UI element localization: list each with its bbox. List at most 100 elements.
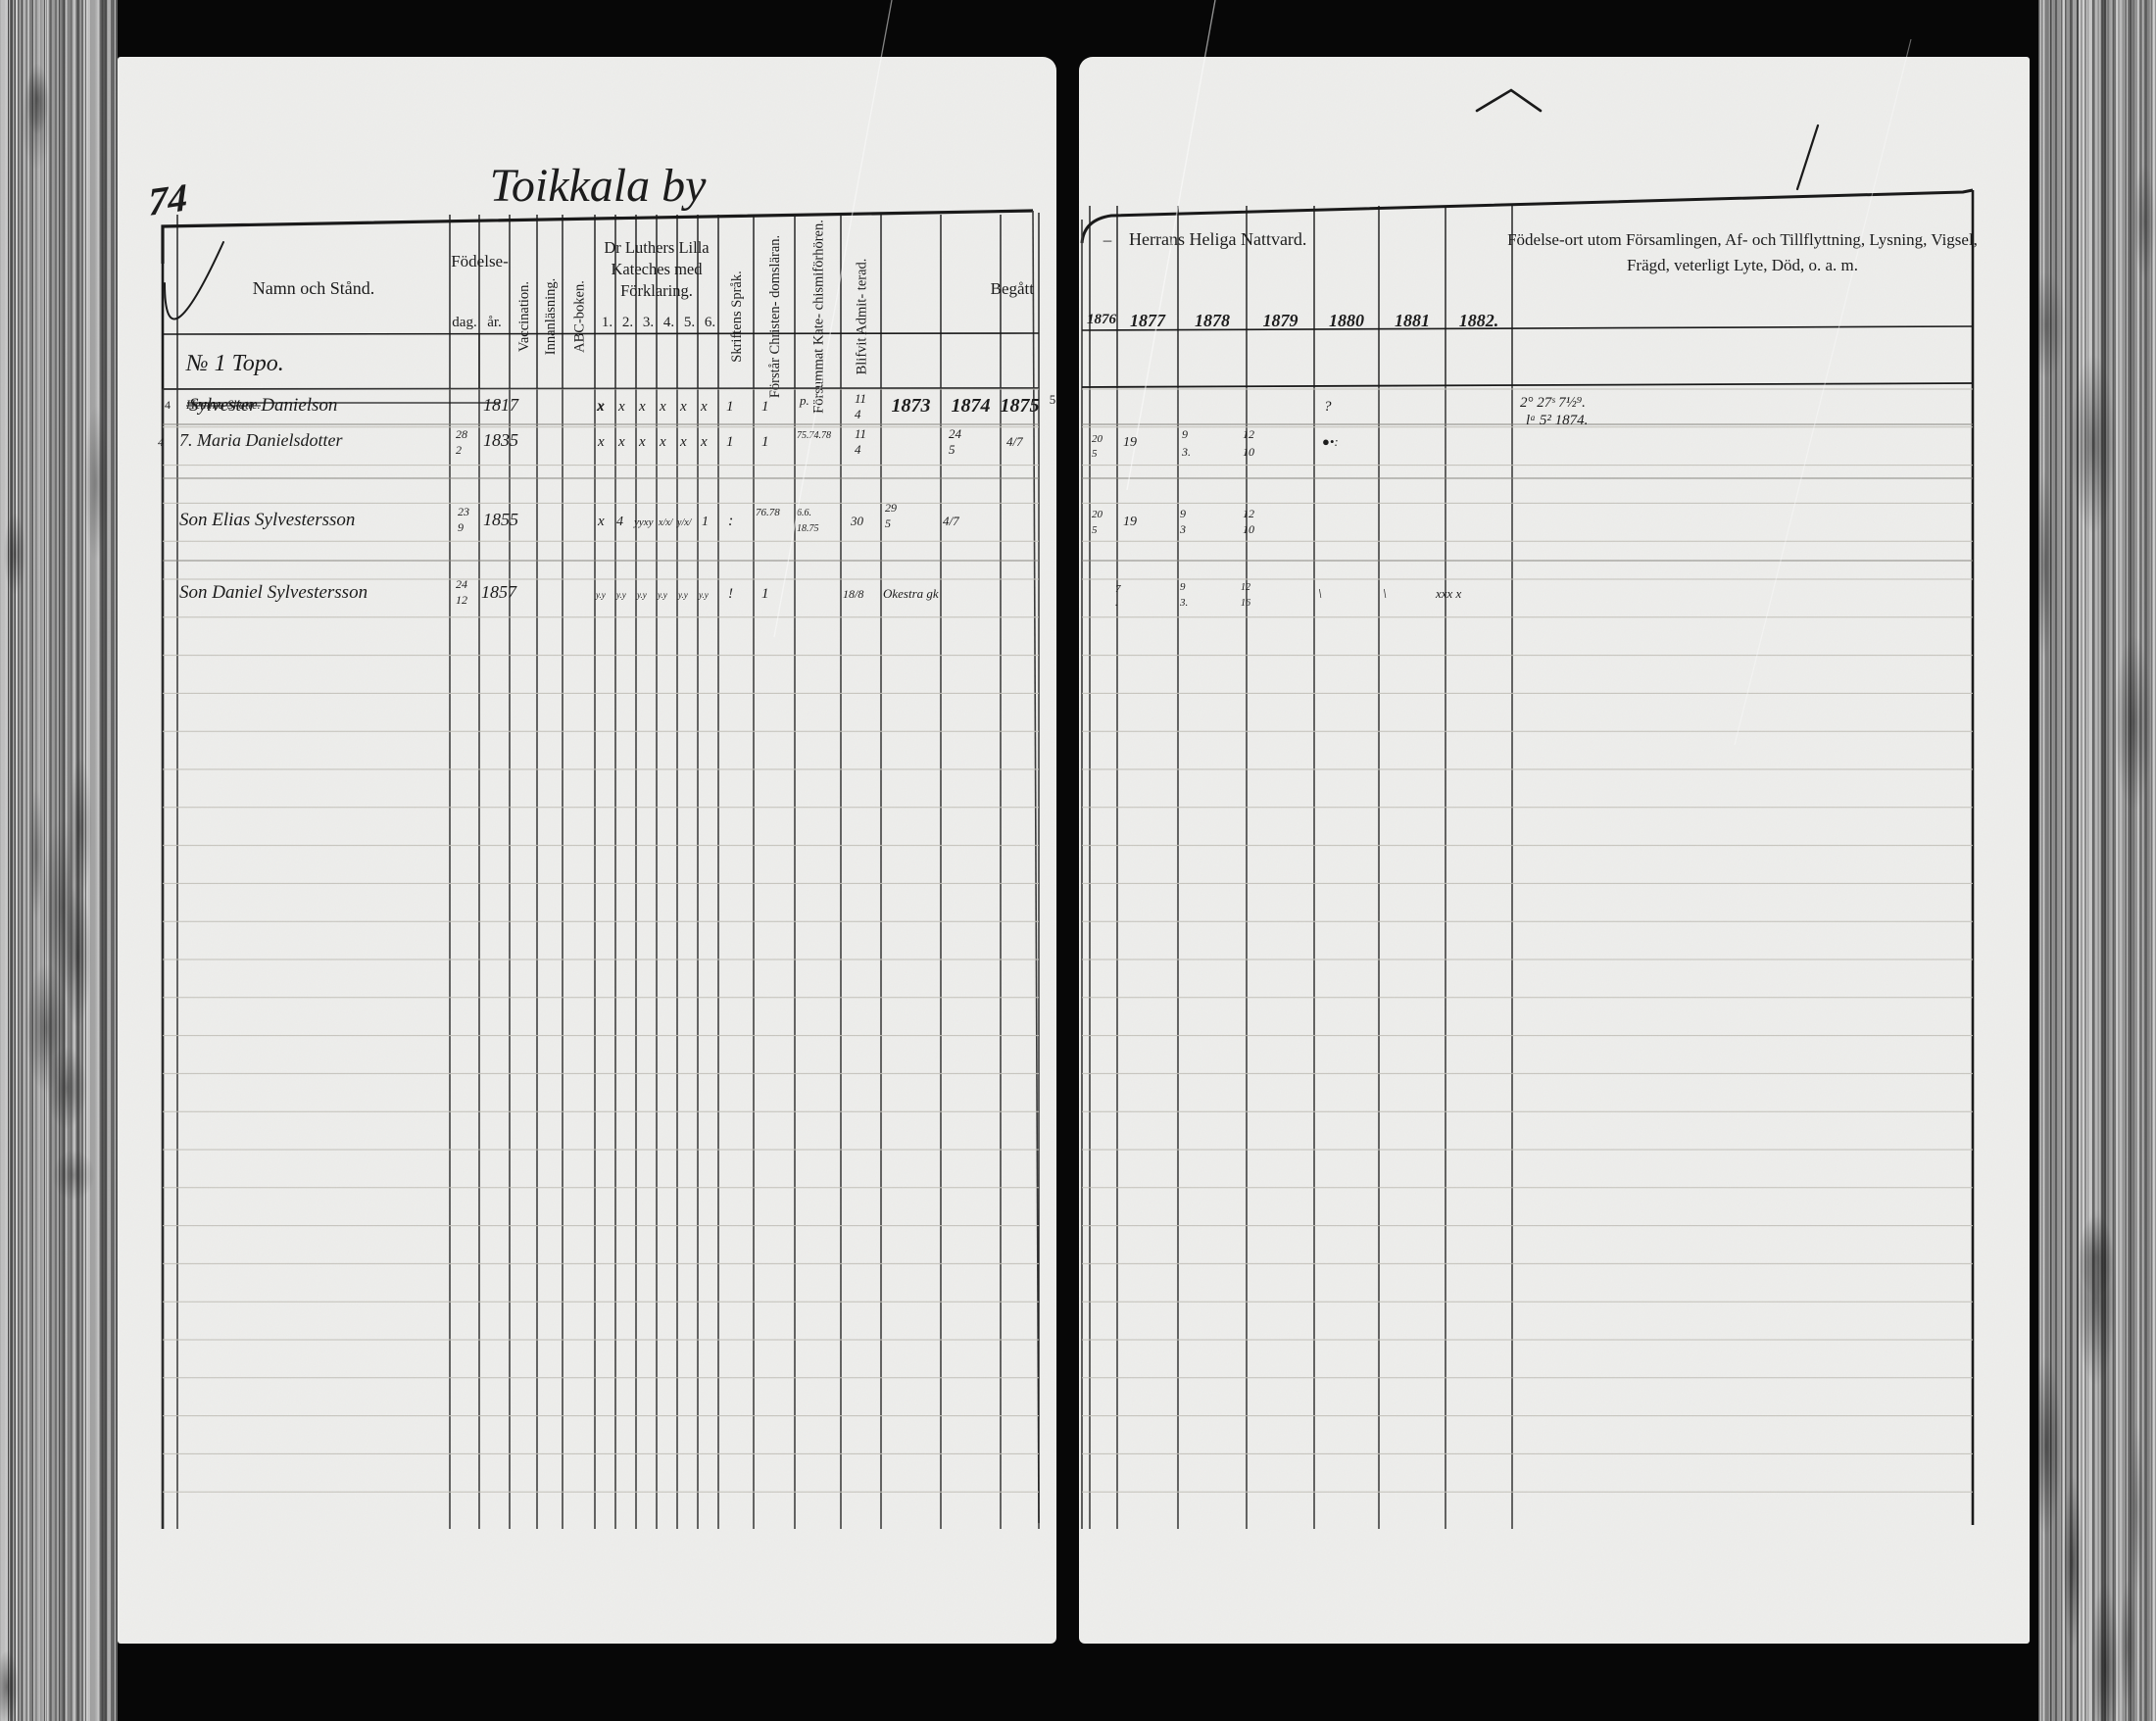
svg-text:x: x xyxy=(617,399,625,415)
svg-text:1: 1 xyxy=(761,399,769,415)
svg-text:74: 74 xyxy=(148,174,188,224)
svg-text:?: ? xyxy=(1324,399,1332,415)
svg-text:y/x/: y/x/ xyxy=(676,517,693,528)
svg-text:Son Elias Sylvestersson: Son Elias Sylvestersson xyxy=(179,510,355,530)
svg-text:29: 29 xyxy=(885,501,897,515)
svg-text:x: x xyxy=(638,399,646,415)
svg-text:Födelse-: Födelse- xyxy=(451,252,509,270)
svg-text:\: \ xyxy=(1318,587,1322,602)
svg-text:p.: p. xyxy=(799,393,809,408)
svg-text:ABC-boken.: ABC-boken. xyxy=(572,280,588,353)
svg-text:dag.: dag. xyxy=(452,315,476,330)
svg-text:.: . xyxy=(1115,597,1118,609)
svg-text:11: 11 xyxy=(855,391,866,406)
svg-text:Frägd, veterligt Lyte, Död, o.: Frägd, veterligt Lyte, Död, o. a. m. xyxy=(1627,256,1858,274)
svg-text:28: 28 xyxy=(456,427,467,441)
svg-text:1880: 1880 xyxy=(1329,311,1364,330)
svg-text:9: 9 xyxy=(1180,507,1186,520)
svg-text:1882.: 1882. xyxy=(1459,311,1499,330)
svg-text:x: x xyxy=(679,434,687,450)
svg-text:5: 5 xyxy=(1092,448,1098,460)
svg-text:y.y: y.y xyxy=(636,590,647,600)
svg-text:x/x/: x/x/ xyxy=(658,517,674,528)
svg-text:1881: 1881 xyxy=(1395,311,1430,330)
svg-text:1857: 1857 xyxy=(481,582,517,602)
svg-text:x: x xyxy=(700,399,708,415)
svg-text:Försummat Kate- chismiförhören: Försummat Kate- chismiförhören. xyxy=(811,220,827,414)
svg-text:24: 24 xyxy=(949,426,962,441)
svg-text:19: 19 xyxy=(1123,515,1137,529)
svg-text:1873: 1873 xyxy=(892,395,931,417)
svg-text:y.y: y.y xyxy=(657,590,667,600)
svg-text:y.y: y.y xyxy=(698,590,709,600)
svg-text:4/7: 4/7 xyxy=(943,514,959,528)
svg-text:x: x xyxy=(597,399,605,415)
svg-text:4/7: 4/7 xyxy=(1006,434,1023,449)
svg-text:x: x xyxy=(597,434,605,450)
svg-text:4: 4 xyxy=(855,407,861,421)
svg-text:1855: 1855 xyxy=(483,510,518,529)
svg-text:Herrans Heliga Nattvard.: Herrans Heliga Nattvard. xyxy=(1129,229,1306,249)
svg-text:Skriftens Språk.: Skriftens Språk. xyxy=(729,270,745,362)
svg-text:1877: 1877 xyxy=(1130,311,1166,330)
svg-text:1878: 1878 xyxy=(1195,311,1230,330)
svg-text:4: 4 xyxy=(165,398,171,412)
svg-text:Förklaring.: Förklaring. xyxy=(620,281,693,300)
svg-text:x: x xyxy=(700,434,708,450)
svg-text:12: 12 xyxy=(1243,507,1254,520)
svg-text:9: 9 xyxy=(458,520,464,534)
svg-text:Födelse-ort utom Församlingen,: Födelse-ort utom Församlingen, Af- och T… xyxy=(1507,230,1978,249)
svg-text:2: 2 xyxy=(456,443,462,457)
svg-text:xxx x: xxx x xyxy=(1435,586,1462,601)
svg-text:●•:: ●•: xyxy=(1322,434,1339,449)
svg-text:6.6.: 6.6. xyxy=(797,508,811,518)
svg-text:76.78: 76.78 xyxy=(756,507,780,518)
svg-text:9: 9 xyxy=(1182,427,1188,441)
svg-text:1: 1 xyxy=(726,434,734,450)
svg-text:x: x xyxy=(659,434,666,450)
svg-text:Innanläsning.: Innanläsning. xyxy=(543,278,559,356)
svg-text:x: x xyxy=(617,434,625,450)
svg-text:1: 1 xyxy=(726,399,734,415)
svg-text:1835: 1835 xyxy=(483,430,518,450)
svg-text:Förstår Christen- domsläran.: Förstår Christen- domsläran. xyxy=(767,235,783,398)
svg-text:Namn och Stånd.: Namn och Stånd. xyxy=(253,278,374,298)
svg-text:1874: 1874 xyxy=(952,395,991,417)
svg-text:år.: år. xyxy=(487,315,502,330)
svg-text:!: ! xyxy=(728,586,733,602)
svg-text:3.: 3. xyxy=(1181,445,1191,459)
svg-text:Toikkala by: Toikkala by xyxy=(490,160,708,212)
svg-text:1: 1 xyxy=(761,434,769,450)
svg-text:Dr Luthers Lilla: Dr Luthers Lilla xyxy=(604,238,710,257)
svg-text:24: 24 xyxy=(456,577,467,591)
svg-text:18/8: 18/8 xyxy=(843,587,863,601)
svg-text:23: 23 xyxy=(458,505,469,518)
svg-text::: : xyxy=(728,513,733,529)
svg-text:yyxy: yyxy xyxy=(633,516,654,528)
svg-text:lᵃ 5² 1874.: lᵃ 5² 1874. xyxy=(1526,413,1588,428)
svg-text:4.: 4. xyxy=(663,315,674,330)
svg-text:5: 5 xyxy=(885,516,891,530)
svg-text:11: 11 xyxy=(855,426,866,441)
svg-text:1.: 1. xyxy=(602,315,612,330)
svg-text:4: 4 xyxy=(855,442,861,457)
svg-text:Sylvester Danielson: Sylvester Danielson xyxy=(189,395,337,416)
svg-text:6.: 6. xyxy=(705,315,715,330)
svg-text:30: 30 xyxy=(850,514,864,528)
svg-text:y.y: y.y xyxy=(677,590,688,600)
svg-text:16: 16 xyxy=(1241,598,1250,609)
svg-text:1817: 1817 xyxy=(483,395,519,415)
svg-text:y.y: y.y xyxy=(615,590,626,600)
svg-text:x: x xyxy=(659,399,666,415)
svg-text:9: 9 xyxy=(1180,581,1186,593)
svg-text:18.75: 18.75 xyxy=(797,523,819,534)
svg-text:75.74.78: 75.74.78 xyxy=(797,430,831,441)
svg-text:x: x xyxy=(597,514,605,529)
svg-text:3.: 3. xyxy=(1179,597,1188,609)
svg-text:1875: 1875 xyxy=(1001,395,1040,417)
svg-text:–: – xyxy=(1102,230,1112,249)
svg-text:12: 12 xyxy=(456,593,467,607)
svg-text:Son Daniel Sylvestersson: Son Daniel Sylvestersson xyxy=(179,582,368,603)
svg-text:7: 7 xyxy=(1115,583,1121,595)
svg-text:12: 12 xyxy=(1241,582,1250,593)
